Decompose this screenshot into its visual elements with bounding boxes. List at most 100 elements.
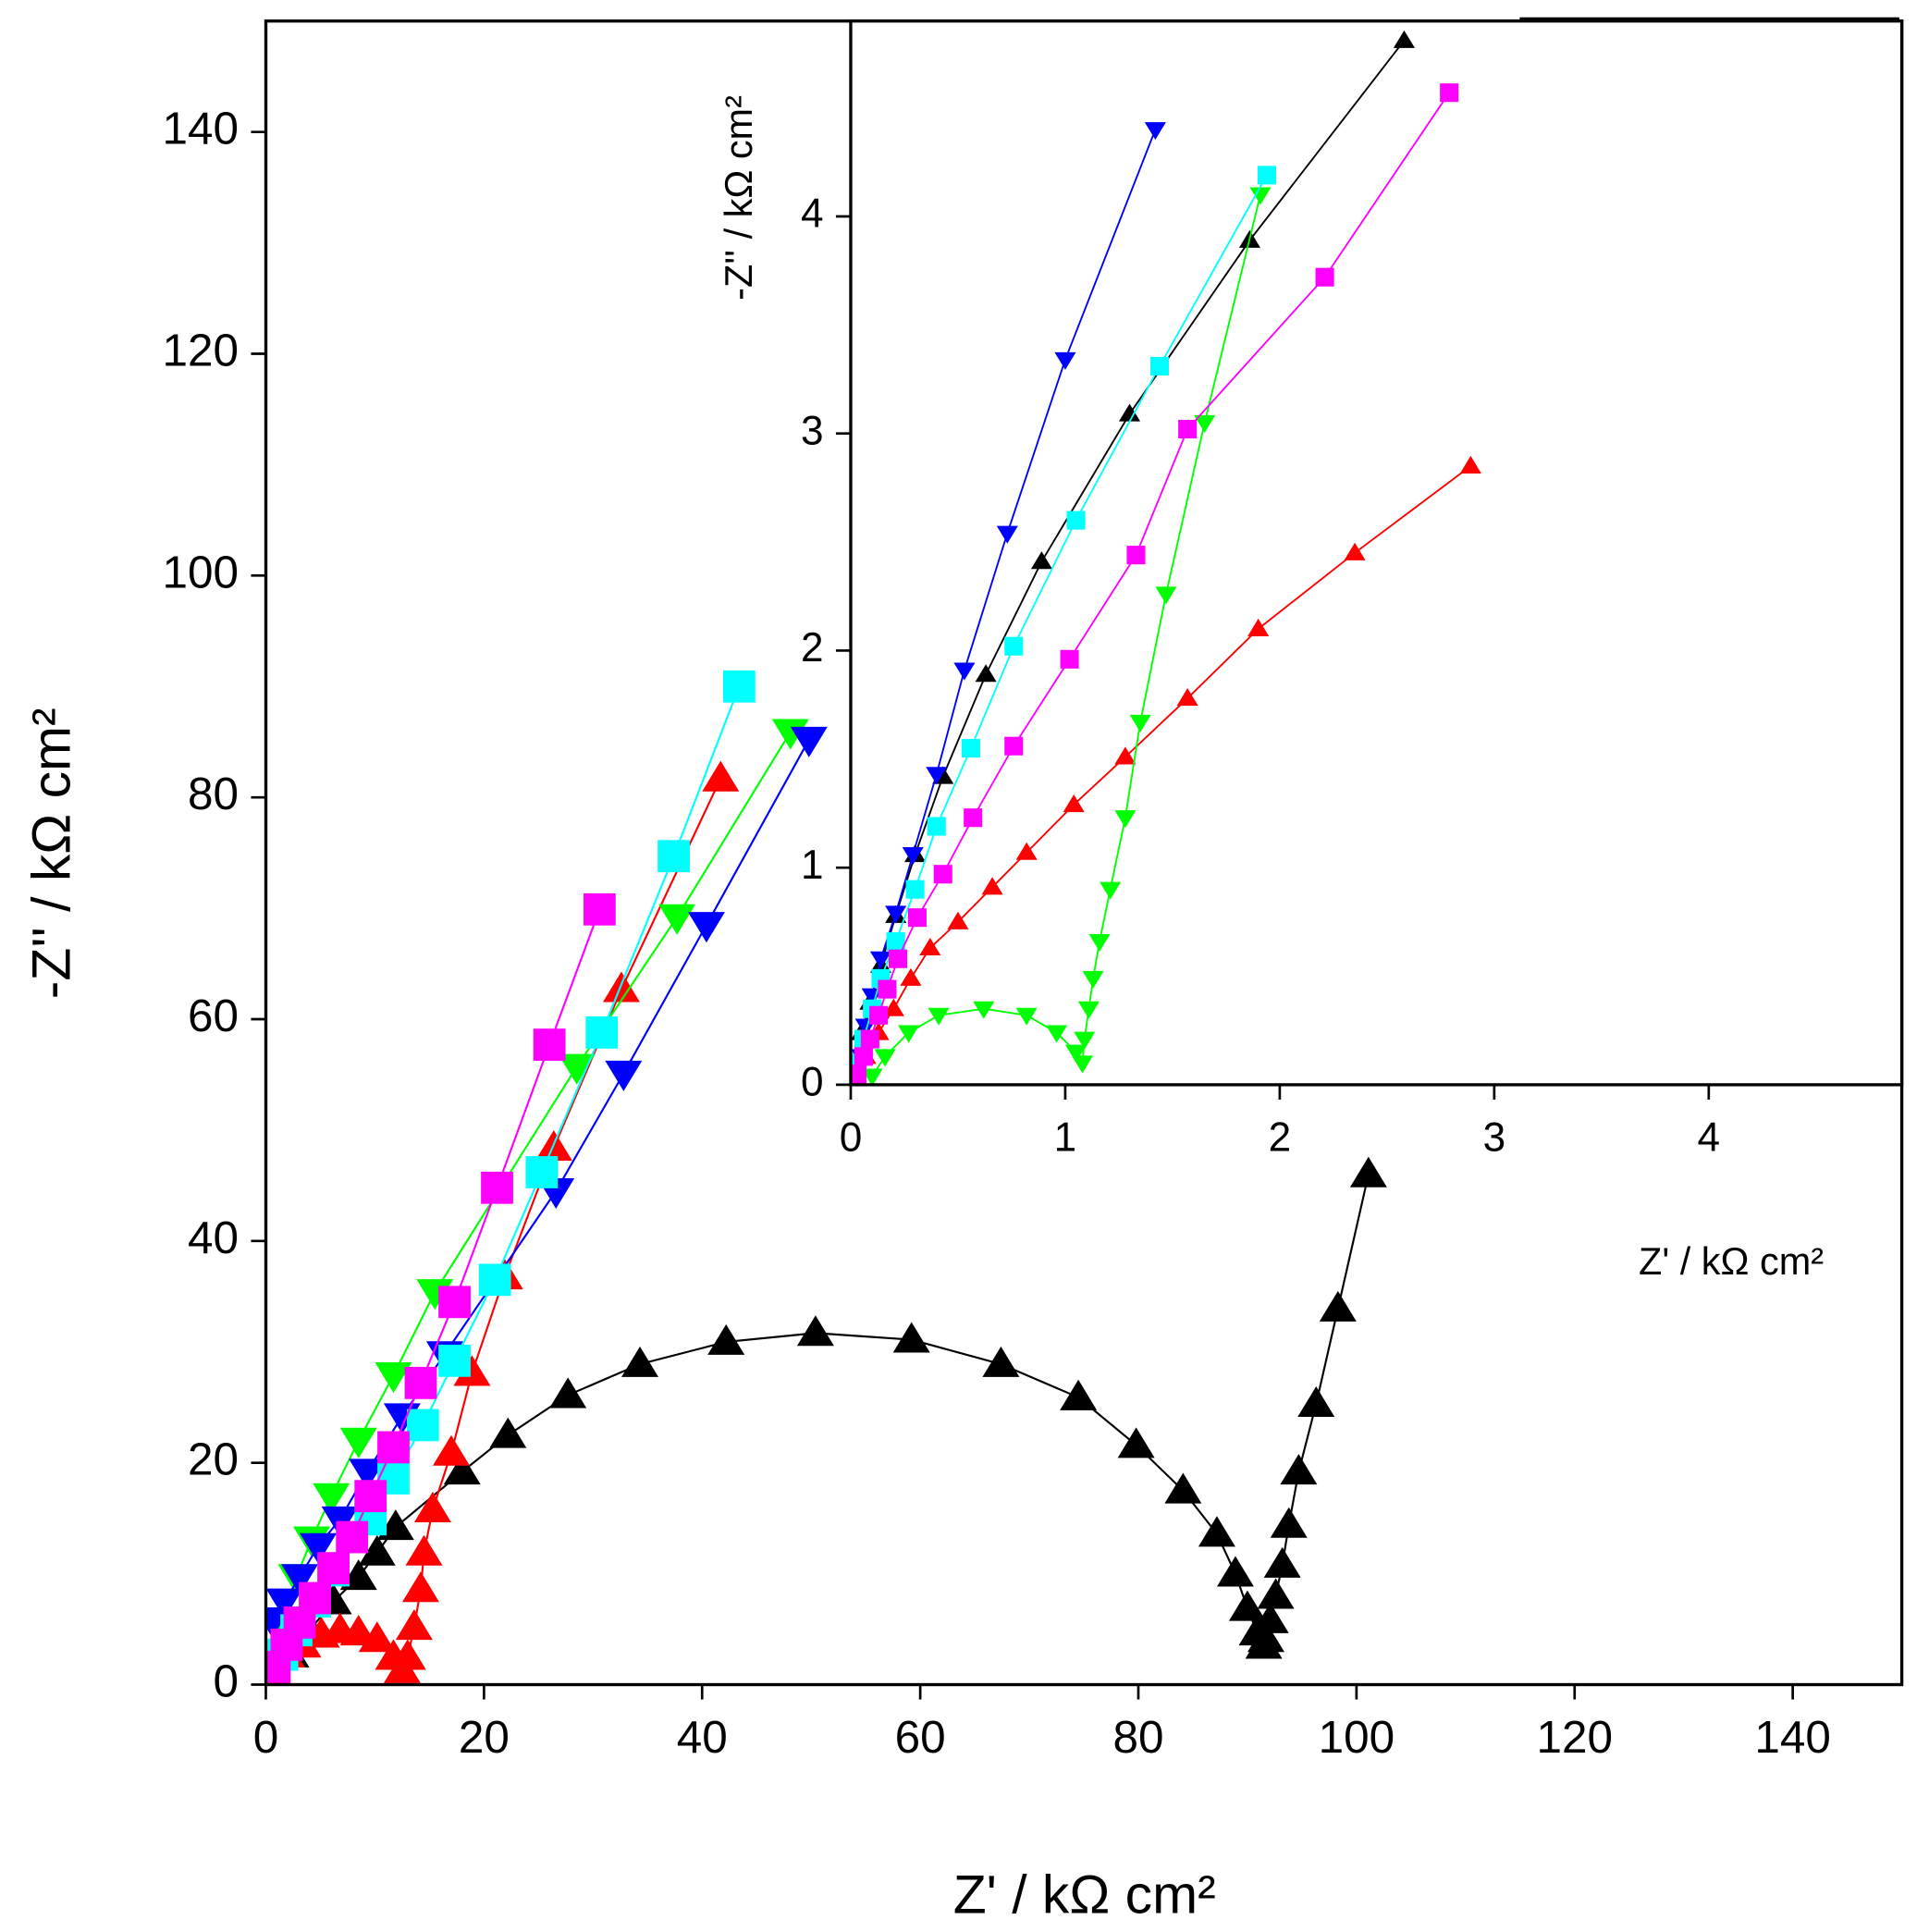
marker [585, 1016, 619, 1049]
y-tick-label: 60 [188, 991, 239, 1041]
marker [1082, 970, 1104, 989]
marker [401, 1571, 439, 1603]
marker [1440, 83, 1459, 103]
marker [1263, 1546, 1301, 1578]
marker [1054, 351, 1076, 370]
marker [1144, 122, 1166, 141]
marker [584, 892, 616, 926]
marker [1247, 618, 1270, 636]
marker [621, 1346, 659, 1377]
marker [406, 1409, 439, 1442]
marker [1270, 1507, 1308, 1538]
marker [1060, 1379, 1098, 1410]
y-tick-label: 140 [163, 104, 240, 154]
y-tick-label: 20 [188, 1434, 239, 1485]
marker [854, 1047, 873, 1066]
marker [850, 1064, 866, 1084]
axes-frame [849, 19, 1904, 1087]
marker [1315, 267, 1334, 287]
marker [1060, 649, 1079, 669]
marker [1280, 1454, 1318, 1485]
marker [1344, 542, 1366, 560]
marker [1118, 403, 1141, 422]
marker [907, 908, 927, 928]
marker [892, 1322, 930, 1353]
x-tick-label: 40 [677, 1712, 728, 1763]
marker [1114, 810, 1137, 829]
marker [1071, 1055, 1094, 1074]
marker [687, 912, 725, 943]
marker [405, 1534, 443, 1566]
marker [707, 1323, 745, 1355]
marker [605, 1060, 643, 1091]
marker [919, 937, 941, 956]
marker [1297, 1386, 1335, 1418]
marker [478, 1263, 511, 1297]
marker [1004, 636, 1024, 656]
marker [1063, 794, 1085, 813]
marker [377, 1431, 410, 1464]
marker [964, 808, 983, 828]
marker [1066, 511, 1086, 530]
marker [533, 1028, 566, 1061]
marker [927, 817, 946, 836]
marker [1249, 187, 1272, 205]
x-tick-label: 4 [1698, 1115, 1721, 1161]
x-tick-label: 20 [459, 1712, 510, 1763]
marker [388, 1639, 426, 1670]
marker [558, 1053, 596, 1085]
marker [1114, 746, 1137, 765]
marker [443, 1454, 481, 1485]
y-tick-label: 3 [801, 408, 824, 453]
marker [933, 865, 952, 884]
marker [869, 951, 891, 969]
marker [299, 1581, 331, 1615]
marker [790, 726, 828, 757]
marker [1194, 414, 1216, 434]
marker [438, 1286, 471, 1319]
y-tick-label: 120 [163, 326, 240, 376]
marker [905, 880, 925, 899]
marker [702, 760, 740, 792]
marker [1015, 842, 1038, 860]
y-tick-label: 2 [801, 625, 824, 671]
y-tick-label: 100 [163, 547, 240, 597]
marker [796, 1315, 834, 1347]
marker [1216, 1556, 1254, 1587]
marker [358, 1621, 396, 1653]
x-axis-label: Z' / kΩ cm² [1639, 1239, 1824, 1283]
marker [404, 1366, 437, 1399]
marker [1077, 1001, 1100, 1019]
marker [996, 525, 1018, 544]
marker [1349, 1156, 1387, 1188]
x-tick-label: 140 [1754, 1712, 1831, 1763]
marker [888, 949, 908, 968]
marker [413, 1491, 451, 1522]
marker [453, 1355, 491, 1386]
y-axis-label: -Z'' / kΩ cm² [717, 95, 760, 301]
marker [336, 1520, 369, 1554]
marker [973, 1001, 995, 1019]
marker [861, 1068, 883, 1085]
marker [1164, 1472, 1202, 1504]
marker [281, 1564, 319, 1595]
x-tick-label: 60 [895, 1712, 946, 1763]
marker [339, 1427, 377, 1458]
marker [1015, 1007, 1038, 1026]
marker [902, 847, 924, 866]
marker [1046, 1025, 1068, 1043]
plot-area [265, 670, 1387, 1685]
plot-area [850, 30, 1481, 1085]
x-tick-label: 2 [1269, 1115, 1292, 1161]
marker [1178, 419, 1198, 439]
marker [981, 877, 1003, 895]
marker [722, 670, 756, 703]
marker [1100, 881, 1122, 900]
marker [525, 1156, 559, 1188]
marker [878, 979, 897, 999]
y-tick-label: 80 [188, 769, 239, 819]
marker [438, 1344, 471, 1377]
marker [975, 664, 997, 683]
marker [898, 1025, 920, 1043]
